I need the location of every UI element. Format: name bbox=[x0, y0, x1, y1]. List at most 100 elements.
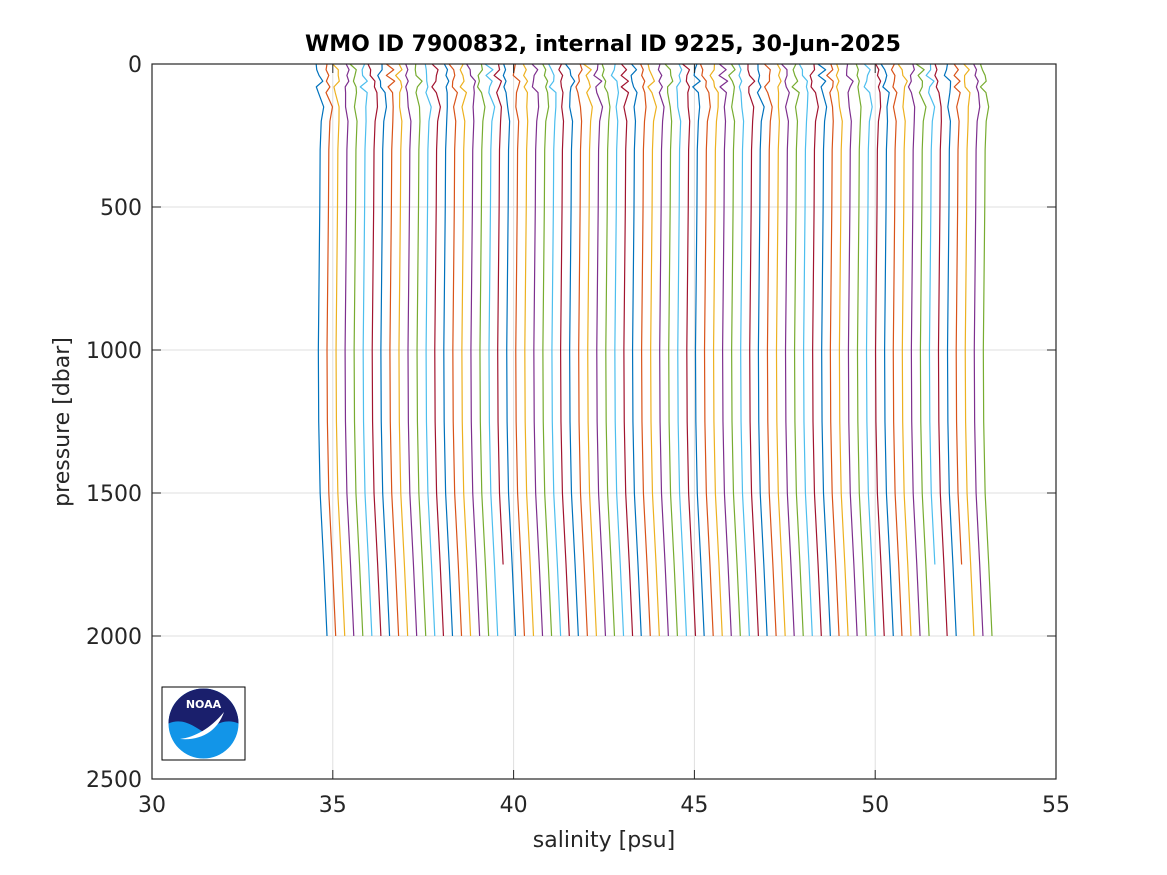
salinity-profile-line bbox=[493, 63, 504, 565]
salinity-profile-line bbox=[907, 63, 921, 637]
salinity-profile-line bbox=[359, 63, 373, 637]
salinity-profile-line bbox=[763, 63, 777, 637]
salinity-profile-line bbox=[874, 63, 885, 637]
salinity-profile-line bbox=[676, 63, 688, 637]
salinity-profile-line bbox=[565, 63, 579, 637]
salinity-profile-line bbox=[863, 63, 876, 637]
salinity-profile-line bbox=[798, 63, 813, 637]
salinity-profile-line bbox=[738, 63, 750, 637]
y-tick-labels: 0 500 1000 1500 2000 2500 bbox=[86, 53, 142, 793]
logo-text: NOAA bbox=[186, 698, 222, 711]
salinity-profile-line bbox=[601, 63, 616, 637]
y-axis-label: pressure [dbar] bbox=[50, 337, 75, 507]
salinity-profile-line bbox=[826, 63, 840, 637]
salinity-profile-line bbox=[728, 63, 741, 637]
y-tick-label: 1500 bbox=[86, 482, 142, 507]
salinity-profile-line bbox=[443, 63, 454, 637]
salinity-profile-line bbox=[845, 63, 858, 637]
salinity-profile-line bbox=[583, 63, 598, 637]
salinity-profile-line bbox=[781, 63, 795, 637]
salinity-profile-line bbox=[664, 63, 678, 637]
salinity-profile-line bbox=[377, 63, 391, 637]
y-tick-label: 500 bbox=[100, 196, 142, 221]
salinity-profile-line bbox=[630, 63, 642, 637]
salinity-profile-line bbox=[775, 63, 786, 637]
salinity-profile-line bbox=[558, 63, 570, 637]
salinity-profile-line bbox=[692, 63, 705, 637]
salinity-profile-line bbox=[395, 63, 409, 637]
salinity-profile-line bbox=[548, 63, 562, 637]
y-tick-label: 0 bbox=[128, 53, 142, 78]
salinity-profile-line bbox=[647, 63, 660, 637]
salinity-profile-line bbox=[367, 63, 382, 637]
salinity-profile-line bbox=[756, 63, 768, 637]
salinity-profile-line bbox=[953, 63, 963, 565]
salinity-profile-line bbox=[835, 63, 849, 637]
salinity-profile-line bbox=[915, 63, 930, 637]
salinity-profile-line bbox=[466, 63, 481, 637]
salinity-profile-line bbox=[610, 63, 625, 637]
salinity-profile-line bbox=[476, 63, 490, 637]
salinity-profile-line bbox=[809, 63, 822, 637]
salinity-profile-line bbox=[925, 63, 936, 565]
salinity-profile-line bbox=[459, 63, 472, 637]
x-tick-label: 40 bbox=[500, 793, 528, 818]
salinity-profile-line bbox=[709, 63, 723, 637]
salinity-profile-line bbox=[502, 63, 517, 637]
salinity-profile-line bbox=[640, 63, 651, 637]
salinity-profile-line bbox=[657, 63, 669, 637]
salinity-profile-line bbox=[315, 63, 328, 637]
salinity-profile-line bbox=[424, 63, 436, 637]
salinity-profile-line bbox=[448, 63, 463, 637]
salinity-profile-line bbox=[431, 63, 445, 637]
salinity-profile-line bbox=[747, 63, 759, 637]
x-tick-label: 45 bbox=[680, 793, 708, 818]
x-tick-label: 30 bbox=[138, 793, 166, 818]
grid-lines bbox=[152, 64, 1056, 779]
salinity-profile-line bbox=[791, 63, 804, 637]
plot-area bbox=[152, 64, 1056, 779]
salinity-profile-line bbox=[699, 63, 714, 637]
salinity-profile-line bbox=[522, 63, 535, 637]
noaa-logo: NOAA bbox=[161, 686, 246, 761]
y-tick-label: 2000 bbox=[86, 625, 142, 650]
salinity-profile-line bbox=[405, 63, 418, 637]
salinity-profile-line bbox=[973, 63, 984, 637]
axis-ticks bbox=[151, 63, 1057, 780]
salinity-profile-line bbox=[897, 63, 912, 637]
salinity-profile-line bbox=[531, 63, 544, 637]
chart-title: WMO ID 7900832, internal ID 9225, 30-Jun… bbox=[305, 32, 901, 57]
salinity-profile-line bbox=[575, 63, 588, 637]
salinity-profile-line bbox=[855, 63, 867, 637]
salinity-profile-line bbox=[484, 63, 499, 637]
x-tick-label: 55 bbox=[1042, 793, 1070, 818]
salinity-profile-line bbox=[718, 63, 732, 637]
salinity-profile-line bbox=[512, 63, 526, 637]
salinity-profile-line bbox=[344, 63, 355, 637]
salinity-profile-line bbox=[620, 63, 634, 637]
salinity-profile-line bbox=[817, 63, 831, 637]
x-tick-label: 35 bbox=[319, 793, 347, 818]
salinity-profile-line bbox=[934, 63, 948, 637]
y-tick-label: 1000 bbox=[86, 339, 142, 364]
salinity-profile-line bbox=[542, 63, 553, 637]
axes-box bbox=[151, 63, 1057, 780]
logo-wave-icon bbox=[180, 712, 224, 740]
salinity-profile-line bbox=[682, 63, 697, 637]
salinity-profile-line bbox=[349, 63, 364, 637]
salinity-profile-line bbox=[880, 63, 894, 637]
salinity-profile-line bbox=[963, 63, 975, 637]
salinity-profile-line bbox=[890, 63, 903, 637]
salinity-profile-line bbox=[593, 63, 607, 637]
salinity-profile-line bbox=[332, 63, 346, 637]
logo-bird-top bbox=[168, 688, 239, 732]
x-tick-label: 50 bbox=[861, 793, 889, 818]
salinity-profile-line bbox=[385, 63, 400, 637]
salinity-profile-line bbox=[943, 63, 957, 637]
profile-lines bbox=[315, 63, 993, 637]
salinity-profile-line bbox=[414, 63, 427, 637]
salinity-profile-line bbox=[979, 63, 993, 637]
x-axis-label: salinity [psu] bbox=[533, 828, 675, 853]
salinity-profile-line bbox=[325, 63, 337, 637]
